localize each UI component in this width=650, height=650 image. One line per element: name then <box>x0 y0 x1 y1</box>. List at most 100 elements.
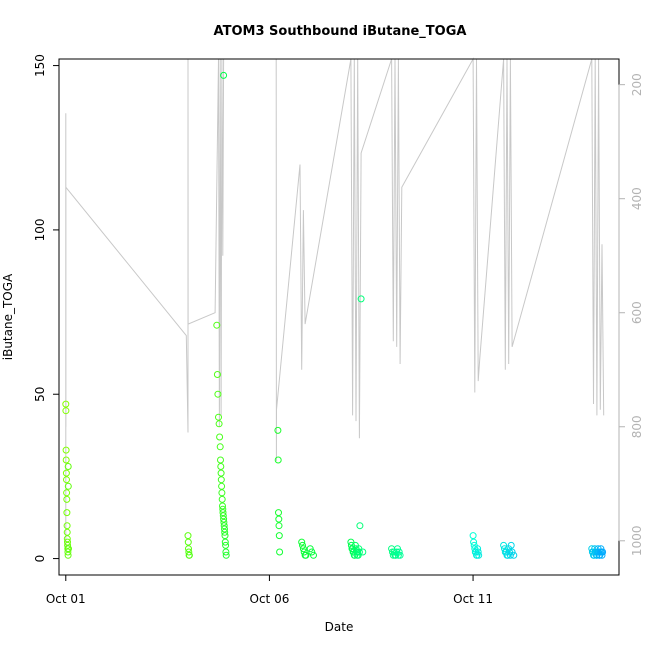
data-point <box>65 545 72 553</box>
data-point <box>508 548 516 556</box>
data-point <box>220 522 228 530</box>
data-point <box>275 532 283 540</box>
data-point <box>216 443 224 451</box>
right-tick-label: 800 <box>630 415 644 438</box>
data-point <box>221 538 229 546</box>
data-point <box>302 551 310 559</box>
data-point <box>63 495 71 503</box>
data-point <box>218 495 226 503</box>
data-point <box>221 528 229 536</box>
data-point <box>217 456 224 464</box>
data-point <box>347 541 355 549</box>
y-tick-label: 100 <box>33 218 47 241</box>
data-point <box>64 482 72 490</box>
data-point <box>215 413 222 421</box>
data-point <box>275 509 282 517</box>
data-point <box>474 545 482 553</box>
y-tick-label: 150 <box>33 54 47 77</box>
data-point <box>298 538 306 546</box>
data-point <box>357 295 365 303</box>
data-point <box>217 463 225 470</box>
x-axis: Oct 01 Oct 06 Oct 11 <box>46 574 493 606</box>
data-point <box>597 545 605 553</box>
data-point <box>62 456 70 464</box>
data-point <box>219 512 227 520</box>
data-point <box>221 532 229 540</box>
data-point <box>276 548 284 556</box>
data-point <box>510 551 518 559</box>
x-axis-label: Date <box>325 620 354 634</box>
data-point <box>507 541 515 549</box>
x-tick-label: Oct 01 <box>46 592 86 606</box>
data-point <box>219 509 227 517</box>
data-point <box>217 476 225 484</box>
data-point <box>347 538 355 546</box>
data-point <box>395 548 403 556</box>
data-point <box>219 505 227 513</box>
right-tick-label: 1000 <box>630 526 644 557</box>
data-point <box>64 541 72 549</box>
data-point <box>64 463 72 470</box>
data-point <box>474 548 482 556</box>
data-point <box>213 321 221 329</box>
data-points <box>62 71 607 559</box>
trace-line <box>65 57 605 547</box>
data-point <box>500 541 508 549</box>
data-point <box>184 538 192 546</box>
right-tick-label: 600 <box>630 301 644 324</box>
data-point <box>356 522 364 530</box>
data-point <box>63 522 71 530</box>
data-point <box>218 489 226 497</box>
right-axis-trace <box>65 57 605 547</box>
data-point <box>214 390 222 398</box>
data-point <box>63 535 71 543</box>
data-point <box>185 548 193 556</box>
data-point <box>64 548 72 556</box>
right-tick-label: 200 <box>630 73 644 96</box>
data-point <box>64 538 71 546</box>
data-point <box>396 551 404 559</box>
data-point <box>275 515 283 523</box>
right-axis: 200 400 600 800 1000 <box>618 73 644 557</box>
data-point <box>300 548 308 556</box>
data-point <box>308 548 316 556</box>
data-point <box>62 407 70 415</box>
data-point <box>470 538 478 546</box>
data-point <box>506 548 513 556</box>
data-point <box>219 502 226 510</box>
data-point <box>598 551 606 559</box>
data-point <box>213 371 221 378</box>
right-tick-label: 400 <box>630 187 644 210</box>
plot-frame <box>58 58 620 576</box>
data-point <box>220 71 228 79</box>
data-point <box>220 518 228 526</box>
data-point <box>62 400 70 408</box>
data-point <box>299 541 306 549</box>
data-point <box>185 545 192 553</box>
data-point <box>218 482 226 490</box>
data-point <box>222 551 230 559</box>
data-point <box>355 548 363 556</box>
data-point <box>215 420 223 428</box>
data-point <box>306 545 314 553</box>
chart-title: ATOM3 Southbound iButane_TOGA <box>214 24 467 39</box>
data-point <box>599 548 607 556</box>
data-point <box>220 515 228 523</box>
data-point <box>63 509 71 517</box>
data-point <box>64 551 72 559</box>
y-tick-label: 0 <box>33 555 47 563</box>
data-point <box>184 532 192 540</box>
data-point <box>359 548 367 556</box>
data-point <box>62 469 70 477</box>
x-tick-label: Oct 06 <box>250 592 290 606</box>
data-point <box>394 545 401 553</box>
data-point <box>63 528 71 536</box>
data-point <box>221 525 228 533</box>
data-point <box>63 489 71 497</box>
data-point <box>274 456 282 464</box>
data-point <box>222 548 230 556</box>
data-point <box>469 532 477 540</box>
data-point <box>475 551 483 559</box>
y-axis: 0 50 100 150 <box>33 54 60 563</box>
